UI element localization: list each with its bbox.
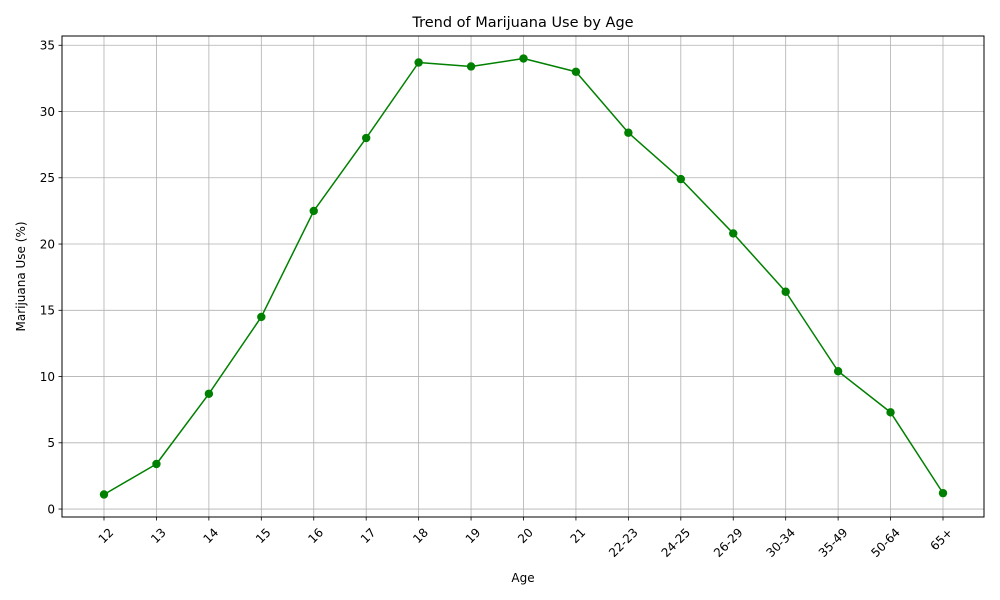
data-point [624, 128, 633, 137]
y-tick-label: 25 [40, 171, 55, 185]
data-point [781, 287, 790, 296]
data-point [886, 408, 895, 417]
data-point [833, 367, 843, 376]
data-point [361, 133, 371, 143]
series-line [99, 54, 948, 499]
data-point [152, 459, 161, 469]
y-tick-label: 30 [40, 105, 55, 119]
data-point [257, 312, 266, 322]
data-point [466, 62, 476, 71]
data-point [938, 488, 948, 498]
y-tick-label: 35 [40, 39, 55, 53]
data-point [676, 174, 686, 184]
y-axis-label: Marijuana Use (%) [14, 221, 28, 331]
x-axis-label: Age [511, 571, 534, 585]
data-point [729, 229, 738, 238]
y-tick-label: 0 [47, 502, 55, 516]
plot-frame [61, 35, 985, 518]
chart-title: Trend of Marijuana Use by Age [411, 15, 633, 31]
data-point [519, 54, 528, 63]
y-tick-label: 10 [40, 370, 55, 384]
data-point [571, 67, 581, 76]
grid [62, 36, 984, 517]
y-tick-label: 15 [40, 304, 55, 318]
data-point [204, 389, 214, 398]
data-point [414, 58, 423, 67]
y-tick-label: 20 [40, 237, 55, 251]
y-tick-label: 5 [47, 436, 55, 450]
data-point [99, 490, 109, 499]
data-point [309, 206, 318, 216]
